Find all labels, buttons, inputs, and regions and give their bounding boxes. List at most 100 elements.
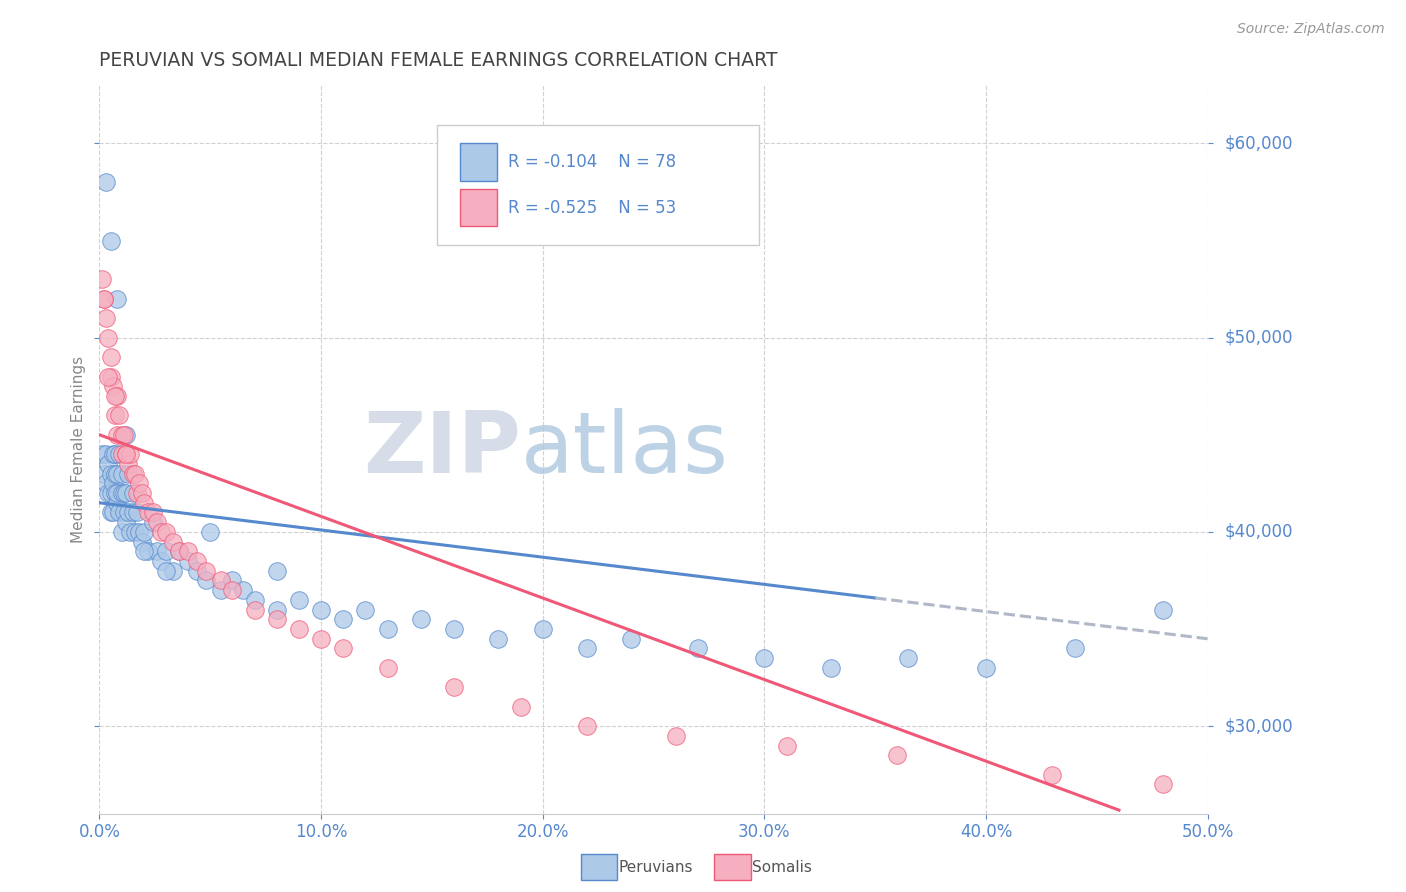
Point (186, 554, 208, 568)
Point (620, 632, 643, 646)
Point (97, 486, 120, 500)
Point (90, 272, 112, 286)
Point (200, 524, 222, 539)
Point (112, 506, 135, 520)
Point (110, 467, 132, 481)
Point (117, 506, 139, 520)
Point (775, 739, 797, 753)
Point (121, 486, 143, 500)
Point (377, 661, 399, 675)
Point (155, 544, 177, 558)
Point (194, 574, 217, 588)
Text: PERUVIAN VS SOMALI MEDIAN FEMALE EARNINGS CORRELATION CHART: PERUVIAN VS SOMALI MEDIAN FEMALE EARNING… (100, 51, 778, 70)
Point (243, 593, 266, 607)
Point (121, 506, 143, 520)
Point (117, 457, 139, 471)
Point (266, 602, 288, 616)
Point (115, 427, 138, 442)
Point (105, 486, 128, 500)
Point (266, 612, 288, 626)
FancyBboxPatch shape (460, 144, 498, 181)
Point (100, 467, 122, 481)
Point (974, 661, 997, 675)
Point (105, 292, 128, 306)
Point (186, 564, 208, 578)
Point (150, 524, 173, 539)
Point (576, 641, 599, 656)
Point (309, 602, 332, 616)
Point (486, 632, 509, 646)
Point (266, 564, 288, 578)
Point (97, 331, 120, 345)
Point (897, 651, 920, 665)
Point (820, 661, 842, 675)
Point (167, 544, 190, 558)
Point (1042, 768, 1064, 782)
Text: R = -0.525    N = 53: R = -0.525 N = 53 (509, 199, 676, 217)
Point (94, 476, 117, 491)
Point (1063, 641, 1085, 656)
Point (288, 593, 311, 607)
Text: $30,000: $30,000 (1225, 717, 1294, 735)
Point (132, 524, 155, 539)
Point (100, 506, 122, 520)
Point (115, 447, 138, 461)
Point (105, 496, 128, 510)
Text: Peruvians: Peruvians (619, 860, 693, 874)
Point (108, 409, 131, 423)
Point (104, 467, 127, 481)
FancyBboxPatch shape (460, 188, 498, 227)
Point (409, 612, 432, 626)
Text: ZIP: ZIP (363, 408, 520, 491)
Point (531, 622, 554, 636)
Point (576, 719, 599, 733)
FancyBboxPatch shape (437, 125, 759, 245)
Point (115, 447, 138, 461)
Point (105, 389, 128, 403)
Point (132, 496, 155, 510)
Point (142, 515, 165, 529)
Point (115, 486, 138, 500)
Point (665, 729, 688, 743)
Point (100, 234, 122, 248)
Point (127, 506, 149, 520)
Point (117, 467, 139, 481)
Text: Source: ZipAtlas.com: Source: ZipAtlas.com (1237, 22, 1385, 37)
Point (155, 524, 177, 539)
Point (100, 486, 122, 500)
Point (332, 612, 354, 626)
Text: R = -0.104    N = 78: R = -0.104 N = 78 (509, 153, 676, 171)
Point (1152, 602, 1174, 616)
Point (110, 447, 132, 461)
Point (142, 506, 165, 520)
Point (101, 476, 124, 491)
Point (136, 506, 159, 520)
Point (104, 409, 127, 423)
Point (105, 427, 128, 442)
Point (93, 292, 115, 306)
Point (110, 427, 132, 442)
Point (97, 457, 120, 471)
Point (131, 486, 153, 500)
Point (177, 554, 200, 568)
Point (155, 564, 177, 578)
Point (90, 447, 112, 461)
Point (94, 447, 117, 461)
Point (288, 622, 311, 636)
Point (115, 515, 138, 529)
Point (124, 524, 146, 539)
Point (120, 447, 142, 461)
Point (146, 544, 169, 558)
Point (232, 583, 254, 598)
Point (150, 554, 173, 568)
Point (162, 534, 184, 549)
Point (94, 311, 117, 326)
Point (112, 486, 135, 500)
Text: $60,000: $60,000 (1225, 135, 1292, 153)
Point (93, 292, 115, 306)
Point (136, 544, 159, 558)
Point (686, 641, 709, 656)
Point (124, 467, 146, 481)
Point (167, 544, 190, 558)
Point (93, 467, 115, 481)
